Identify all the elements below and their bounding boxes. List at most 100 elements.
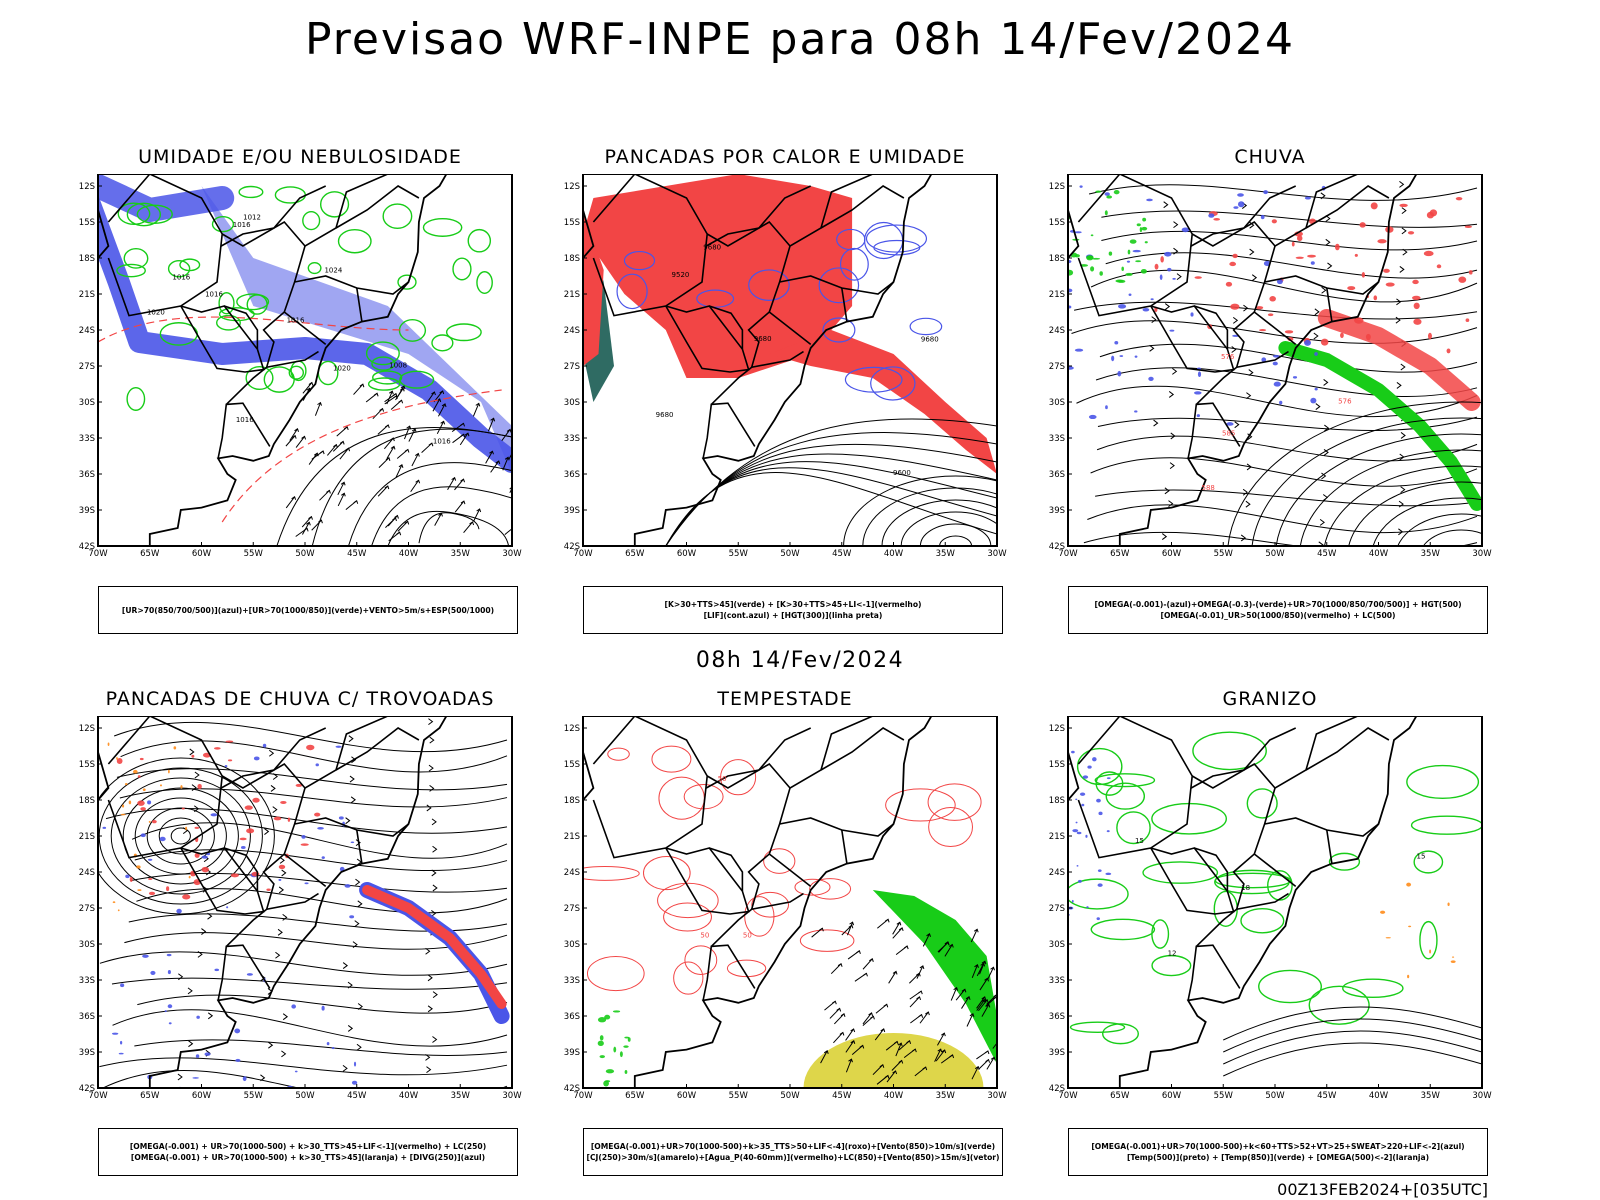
lat-tick-label: 42S <box>564 1084 580 1094</box>
lon-tick-label: 65W <box>625 549 645 559</box>
lat-tick-label: 12S <box>564 182 580 192</box>
forecast-time-label: 08h 14/Fev/2024 <box>695 648 905 673</box>
lon-tick-label: 60W <box>677 549 697 559</box>
lat-tick-label: 24S <box>79 868 95 878</box>
isoline-label: 576 <box>1221 353 1235 361</box>
weather-map: 1016 1016 1016 1016 1016 1024 1020 1020 1016 1008… <box>60 174 540 574</box>
legend-line: [OMEGA(-0.001) + UR>70(1000-500) + k>30_… <box>130 1153 486 1162</box>
legend-line: [CJ(250)>30m/s](amarelo)+[Agua_P(40-60mm… <box>586 1153 1000 1162</box>
isoline-label: 1024 <box>324 266 342 274</box>
panel-legend: [OMEGA(-0.001)+UR>70(1000-500)+k<60+TTS>… <box>1068 1128 1488 1176</box>
lon-tick-label: 50W <box>295 549 315 559</box>
lon-tick-label: 45W <box>1317 549 1337 559</box>
lat-tick-label: 30S <box>79 398 95 408</box>
lon-tick-label: 30W <box>987 1091 1007 1101</box>
isoline-label: 1020 <box>147 308 165 316</box>
legend-line: [Temp(500)](preto) + [Temp(850)](verde) … <box>1126 1153 1430 1162</box>
lon-tick-label: 50W <box>780 1091 800 1101</box>
forecast-panel-1: UMIDADE E/OU NEBULOSIDADE 1016 1016 1016 101… <box>60 146 540 634</box>
lon-tick-label: 55W <box>729 549 749 559</box>
lat-tick-label: 18S <box>564 796 580 806</box>
legend-line: [OMEGA(-0.001)+UR>70(1000-500)+k>35_TTS>… <box>590 1142 996 1151</box>
isoline-label: 585 <box>1222 429 1235 437</box>
lon-tick-label: 60W <box>1162 549 1182 559</box>
isoline-label: 50 <box>700 932 709 940</box>
lat-tick-label: 39S <box>79 506 95 516</box>
lat-tick-label: 42S <box>564 542 580 552</box>
isoline-label: 576 <box>1338 397 1352 405</box>
lon-tick-label: 65W <box>1110 549 1130 559</box>
lat-tick-label: 33S <box>79 976 95 986</box>
lat-tick-label: 21S <box>79 290 95 300</box>
legend-line: [OMEGA(-0.01)_UR>50(1000/850)(vermelho) … <box>1160 611 1396 620</box>
isoline-label: 12 <box>1168 950 1177 958</box>
lon-tick-label: 40W <box>399 1091 419 1101</box>
lat-tick-label: 42S <box>79 542 95 552</box>
lat-tick-label: 21S <box>564 290 580 300</box>
isoline-label: 9680 <box>754 335 772 343</box>
lat-tick-label: 30S <box>564 398 580 408</box>
legend-line: [OMEGA(-0.001)+UR>70(1000-500)+k<60+TTS>… <box>1091 1142 1465 1151</box>
lat-tick-label: 18S <box>79 796 95 806</box>
lat-tick-label: 39S <box>564 506 580 516</box>
weather-map: 12S 15S 18S 21S 24S 27S 30S 33S 36S 39S 42S 70W 65W 6… <box>60 716 540 1116</box>
lat-tick-label: 18S <box>1049 796 1065 806</box>
isoline-label: 1016 <box>205 291 223 299</box>
lat-tick-label: 12S <box>79 724 95 734</box>
legend-line: [K>30+TTS>45](verde) + [K>30+TTS>45+LI<-… <box>664 600 922 609</box>
lat-tick-label: 15S <box>564 218 580 228</box>
isoline-label: 15 <box>1416 852 1425 860</box>
lat-tick-label: 12S <box>1049 724 1065 734</box>
panel-title: PANCADAS POR CALOR E UMIDADE <box>604 146 966 168</box>
lon-tick-label: 45W <box>347 1091 367 1101</box>
lon-tick-label: 65W <box>140 549 160 559</box>
lon-tick-label: 35W <box>936 1091 956 1101</box>
lon-tick-label: 60W <box>1162 1091 1182 1101</box>
lon-tick-label: 65W <box>140 1091 160 1101</box>
lat-tick-label: 24S <box>79 326 95 336</box>
weather-map: 9680 9680 9680 9600 9680 9520 12S 15S 18S 21S 24S 2… <box>545 174 1025 574</box>
lon-tick-label: 35W <box>936 549 956 559</box>
lon-tick-label: 30W <box>1472 549 1492 559</box>
lat-tick-label: 15S <box>564 760 580 770</box>
lon-tick-label: 40W <box>884 1091 904 1101</box>
lon-tick-label: 65W <box>1110 1091 1130 1101</box>
legend-line: [OMEGA(-0.001)-(azul)+OMEGA(-0.3)-(verde… <box>1094 600 1462 609</box>
lon-tick-label: 45W <box>1317 1091 1337 1101</box>
weather-map: 50 50 50 12S 15S 18S 21S 24S 27S 30S 33S 36S 39S 42S 7… <box>545 716 1025 1116</box>
map-canvas: 9680 9680 9680 9600 9680 9520 12S 15S 18S 21S 24S 2… <box>564 174 1007 559</box>
legend-line: [UR>70(850/700/500)](azul)+[UR>70(1000/8… <box>121 605 495 615</box>
lon-tick-label: 70W <box>1058 1091 1078 1101</box>
lon-tick-label: 70W <box>573 1091 593 1101</box>
lon-tick-label: 35W <box>451 1091 471 1101</box>
lon-tick-label: 30W <box>502 1091 522 1101</box>
isoline-label: 1016 <box>172 273 190 281</box>
lat-tick-label: 24S <box>564 868 580 878</box>
lon-tick-label: 40W <box>1369 1091 1389 1101</box>
legend-line: [LIF](cont.azul) + [HGT(300)](linha pret… <box>703 611 883 620</box>
panel-title: PANCADAS DE CHUVA C/ TROVOADAS <box>105 688 495 710</box>
lat-tick-label: 21S <box>79 832 95 842</box>
lat-tick-label: 36S <box>79 470 95 480</box>
isoline-label: 9680 <box>656 411 674 419</box>
lat-tick-label: 36S <box>564 1012 580 1022</box>
lon-tick-label: 55W <box>1214 1091 1234 1101</box>
lon-tick-label: 35W <box>451 549 471 559</box>
lon-tick-label: 70W <box>573 549 593 559</box>
panel-legend: [OMEGA(-0.001) + UR>70(1000-500) + k>30_… <box>98 1128 518 1176</box>
lat-tick-label: 30S <box>1049 940 1065 950</box>
lat-tick-label: 36S <box>1049 470 1065 480</box>
lat-tick-label: 33S <box>564 976 580 986</box>
forecast-panel-6: GRANIZO 18 15 12 15 12S 15S 18S 21S 24S 27S 30S 33S 3… <box>1030 688 1510 1176</box>
lat-tick-label: 15S <box>79 760 95 770</box>
lat-tick-label: 30S <box>564 940 580 950</box>
panel-legend: [OMEGA(-0.001)+UR>70(1000-500)+k>35_TTS>… <box>583 1128 1003 1176</box>
lon-tick-label: 55W <box>1214 549 1234 559</box>
isoline-label: 9680 <box>703 243 721 251</box>
lat-tick-label: 30S <box>1049 398 1065 408</box>
map-canvas: 588 576 576 585 12S 15S 18S 21S 24S 27S 30S 33S 36S 3… <box>1049 174 1492 559</box>
lat-tick-label: 33S <box>79 434 95 444</box>
lat-tick-label: 24S <box>564 326 580 336</box>
lon-tick-label: 65W <box>625 1091 645 1101</box>
lat-tick-label: 39S <box>1049 506 1065 516</box>
